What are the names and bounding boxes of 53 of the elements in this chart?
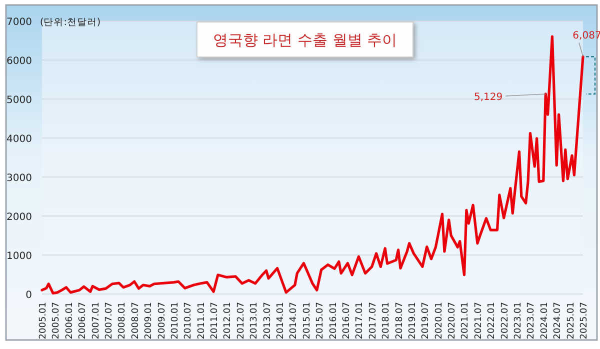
x-tick-label: 2008.01 (118, 302, 128, 340)
y-tick-label: 6000 (6, 56, 32, 67)
x-tick-label: 2017.01 (355, 302, 366, 340)
x-tick-label: 2008.07 (130, 302, 141, 340)
y-tick-label: 1000 (6, 251, 32, 262)
x-tick-label: 2020.07 (448, 302, 458, 340)
x-tick-label: 2010.07 (184, 302, 194, 340)
x-tick-label: 2022.01 (487, 302, 498, 340)
x-tick-label: 2009.01 (144, 302, 154, 340)
x-tick-label: 2005.01 (38, 302, 48, 340)
x-tick-label: 2019.07 (421, 302, 432, 340)
x-tick-label: 2014.07 (289, 302, 300, 340)
x-tick-label: 2011.01 (196, 302, 207, 340)
x-tick-label: 2021.07 (474, 302, 484, 340)
x-tick-label: 2010.01 (170, 302, 180, 340)
y-tick-label: 0 (26, 290, 32, 301)
x-tick-label: 2018.01 (382, 302, 392, 340)
x-tick-label: 2017.07 (368, 302, 378, 340)
x-tick-label: 2016.01 (328, 302, 339, 340)
x-tick-label: 2013.07 (262, 302, 273, 340)
x-tick-label: 2015.01 (302, 302, 312, 340)
x-tick-label: 2011.07 (210, 302, 220, 340)
x-tick-label: 2013.01 (250, 302, 260, 340)
x-tick-label: 2014.01 (276, 302, 286, 340)
x-tick-label: 2018.07 (394, 302, 405, 340)
x-tick-label: 2007.07 (104, 302, 114, 340)
x-tick-label: 2019.01 (408, 302, 418, 340)
x-tick-label: 2007.01 (91, 302, 102, 340)
x-tick-label: 2009.07 (157, 302, 168, 340)
x-tick-label: 2025.07 (580, 302, 590, 340)
y-tick-label: 3000 (6, 173, 32, 184)
y-tick-label: 5000 (6, 95, 32, 106)
x-tick-label: 2023.07 (526, 302, 537, 340)
x-tick-label: 2023.01 (514, 302, 524, 340)
x-tick-label: 2016.07 (342, 302, 352, 340)
y-tick-label: 2000 (6, 212, 32, 223)
annotation: (단위:천달러) (40, 17, 101, 28)
x-tick-label: 2012.07 (236, 302, 246, 340)
x-tick-label: 2015.07 (316, 302, 326, 340)
text: 영국향 라면 수출 월별 추이 (212, 31, 398, 49)
x-tick-label: 2021.01 (460, 302, 471, 340)
y-tick-label: 4000 (6, 134, 32, 145)
annotation: 5,129 (474, 92, 503, 103)
x-tick-label: 2024.01 (540, 302, 550, 340)
x-tick-label: 2005.07 (52, 302, 62, 340)
x-tick-label: 2006.07 (78, 302, 88, 340)
x-tick-label: 2006.01 (64, 302, 75, 340)
x-tick-label: 2022.07 (500, 302, 510, 340)
x-tick-label: 2020.01 (434, 302, 444, 340)
x-tick-label: 2025.01 (566, 302, 576, 340)
x-tick-label: 2024.07 (553, 302, 564, 340)
y-tick-label: 7000 (6, 17, 32, 28)
x-tick-label: 2012.01 (223, 302, 234, 340)
